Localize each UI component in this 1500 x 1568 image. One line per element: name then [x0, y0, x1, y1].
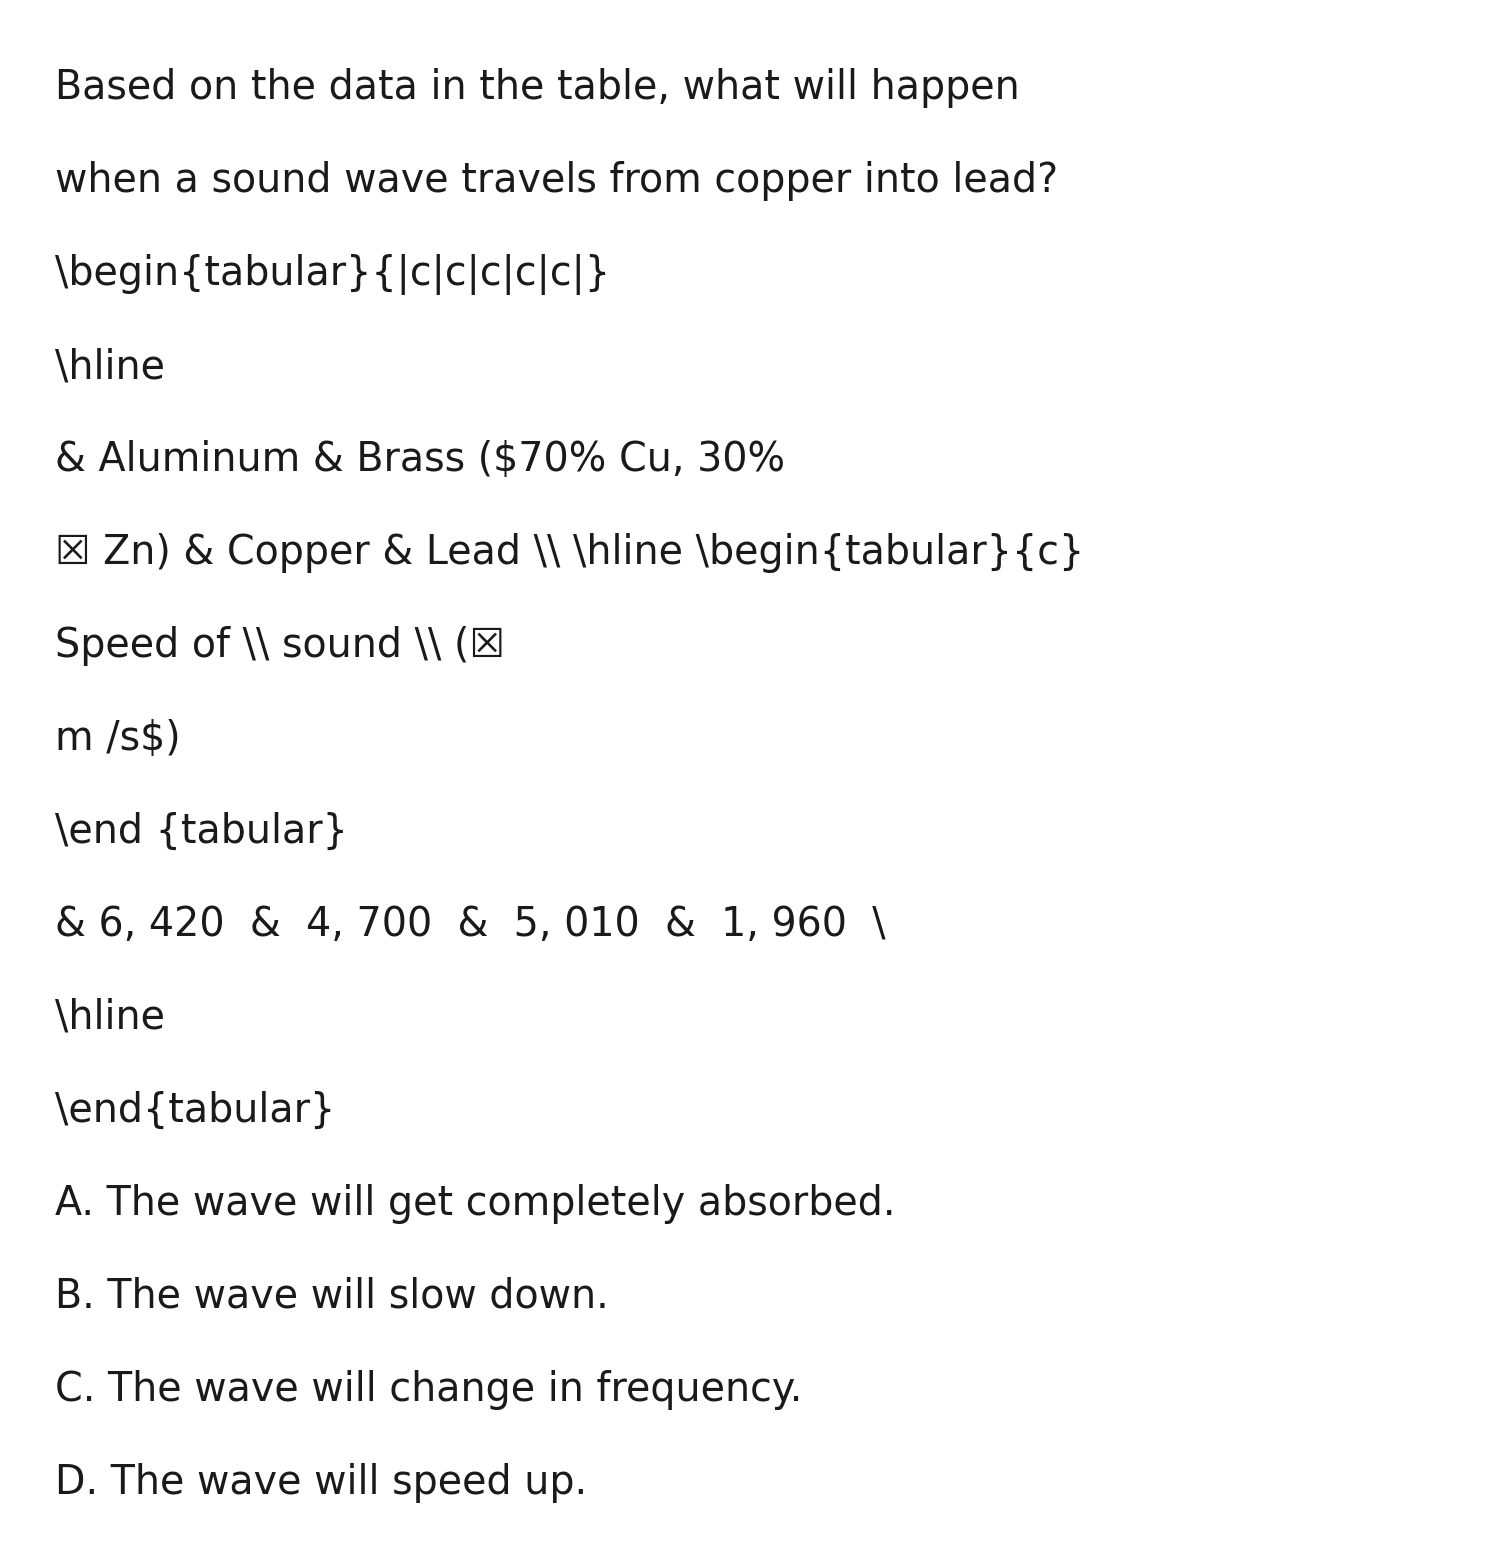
Text: \hline: \hline: [56, 347, 165, 387]
Text: m /s$): m /s$): [56, 720, 180, 759]
Text: \end {tabular}: \end {tabular}: [56, 812, 348, 851]
Text: & 6, 420  &  4, 700  &  5, 010  &  1, 960  \: & 6, 420 & 4, 700 & 5, 010 & 1, 960 \: [56, 905, 885, 946]
Text: \end{tabular}: \end{tabular}: [56, 1091, 336, 1131]
Text: ☒ Zn) & Copper & Lead \\ \hline \begin{tabular}{c}: ☒ Zn) & Copper & Lead \\ \hline \begin{t…: [56, 533, 1084, 572]
Text: Speed of \\ sound \\ (☒: Speed of \\ sound \\ (☒: [56, 626, 506, 666]
Text: A. The wave will get completely absorbed.: A. The wave will get completely absorbed…: [56, 1184, 895, 1225]
Text: \begin{tabular}{|c|c|c|c|c|}: \begin{tabular}{|c|c|c|c|c|}: [56, 254, 610, 295]
Text: when a sound wave travels from copper into lead?: when a sound wave travels from copper in…: [56, 162, 1058, 201]
Text: B. The wave will slow down.: B. The wave will slow down.: [56, 1276, 609, 1317]
Text: & Aluminum & Brass ($70% Cu, 30%: & Aluminum & Brass ($70% Cu, 30%: [56, 441, 785, 480]
Text: D. The wave will speed up.: D. The wave will speed up.: [56, 1463, 586, 1504]
Text: Based on the data in the table, what will happen: Based on the data in the table, what wil…: [56, 67, 1020, 108]
Text: \hline: \hline: [56, 997, 165, 1038]
Text: C. The wave will change in frequency.: C. The wave will change in frequency.: [56, 1370, 803, 1410]
